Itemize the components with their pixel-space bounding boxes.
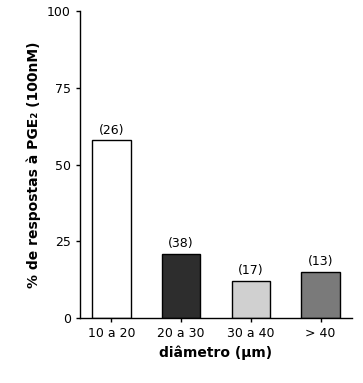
Text: (17): (17)	[238, 264, 264, 277]
Text: (38): (38)	[168, 237, 194, 250]
Text: (13): (13)	[308, 255, 333, 268]
Bar	[232, 281, 270, 318]
Y-axis label: % de respostas à PGE₂ (100nM): % de respostas à PGE₂ (100nM)	[27, 41, 41, 288]
X-axis label: diâmetro (μm): diâmetro (μm)	[159, 345, 273, 360]
Bar	[92, 140, 131, 318]
Bar	[301, 272, 340, 318]
Text: (26): (26)	[99, 123, 124, 136]
Bar	[162, 254, 200, 318]
